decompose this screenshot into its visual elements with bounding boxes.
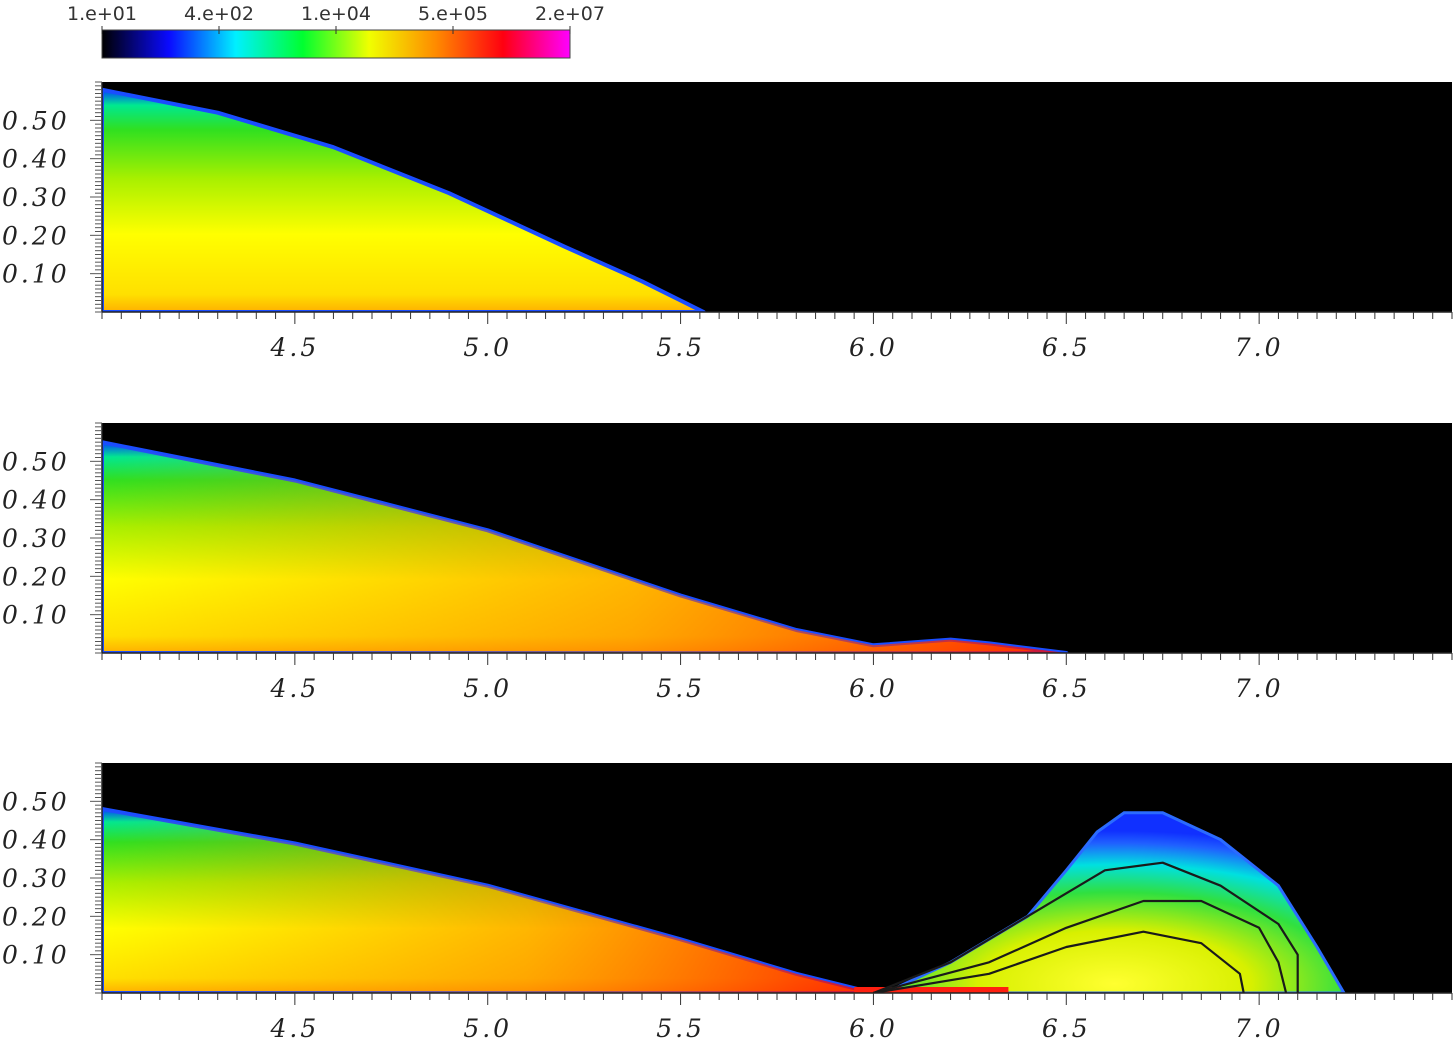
y-tick-label: 0.10 [2, 601, 70, 630]
hot-spot [854, 987, 1009, 993]
field-region [102, 87, 706, 312]
y-tick-label: 0.50 [2, 787, 70, 816]
x-tick-label: 5.5 [656, 333, 705, 362]
y-tick-label: 0.10 [2, 941, 70, 970]
colorbar: 1.e+01 4.e+02 1.e+04 5.e+05 2.e+07 [67, 3, 605, 59]
x-tick-label: 4.5 [269, 1014, 319, 1040]
contour-line [872, 861, 1299, 993]
x-tick-label: 5.5 [656, 674, 705, 703]
y-tick-label: 0.20 [2, 221, 70, 250]
x-tick-label: 7.0 [1235, 333, 1284, 362]
y-tick-label: 0.30 [2, 183, 70, 212]
colorbar-tick-label: 1.e+01 [67, 3, 137, 25]
x-tick-label: 5.0 [463, 674, 512, 703]
colorbar-ticks: 1.e+01 4.e+02 1.e+04 5.e+05 2.e+07 [67, 3, 605, 34]
x-tick-label: 7.0 [1235, 1014, 1284, 1040]
colorbar-tick-label: 2.e+07 [535, 3, 605, 25]
x-tick-label: 6.0 [849, 333, 898, 362]
field-region-hot-base [102, 442, 1067, 653]
y-tick-label: 0.30 [2, 524, 70, 553]
y-tick-label: 0.30 [2, 864, 70, 893]
panel-top: 4.5 5.0 5.5 6.0 6.5 7.0 0.10 0.20 0.30 0.40 0.50 [2, 81, 1453, 362]
panel-bottom: 4.5 5.0 5.5 6.0 6.5 7.0 0.10 0.20 0.30 0.40 0.50 [2, 762, 1453, 1040]
x-tick-label: 6.0 [849, 674, 898, 703]
contour-line [873, 899, 1288, 993]
colorbar-tick-label: 5.e+05 [418, 3, 488, 25]
x-tick-label: 6.5 [1042, 674, 1091, 703]
x-tick-label: 6.5 [1042, 1014, 1091, 1040]
y-tick-label: 0.40 [2, 486, 70, 515]
colorbar-tick-label: 1.e+04 [301, 3, 371, 25]
y-tick-label: 0.20 [2, 902, 70, 931]
y-tick-label: 0.40 [2, 826, 70, 855]
panel-middle: 4.5 5.0 5.5 6.0 6.5 7.0 0.10 0.20 0.30 0.40 0.50 [2, 422, 1453, 703]
panels: 4.5 5.0 5.5 6.0 6.5 7.00.100.200.300.400.504.… [2, 81, 1453, 1040]
y-tick-label: 0.50 [2, 106, 70, 135]
x-tick-label: 5.0 [463, 333, 512, 362]
colorbar-strip [101, 29, 571, 59]
x-tick-label: 5.5 [656, 1014, 705, 1040]
y-tick-label: 0.20 [2, 562, 70, 591]
colorbar-tick-label: 4.e+02 [184, 3, 254, 25]
x-tick-label: 4.5 [269, 333, 319, 362]
y-tick-label: 0.40 [2, 145, 70, 174]
y-tick-label: 0.10 [2, 260, 70, 289]
x-tick-label: 6.5 [1042, 333, 1091, 362]
field-region-hot-base [102, 809, 874, 993]
x-tick-label: 7.0 [1235, 674, 1284, 703]
x-tick-label: 4.5 [269, 674, 319, 703]
x-tick-label: 6.0 [849, 1014, 898, 1040]
y-tick-label: 0.50 [2, 447, 70, 476]
x-tick-label: 5.0 [463, 1014, 512, 1040]
contour-line [873, 930, 1245, 993]
